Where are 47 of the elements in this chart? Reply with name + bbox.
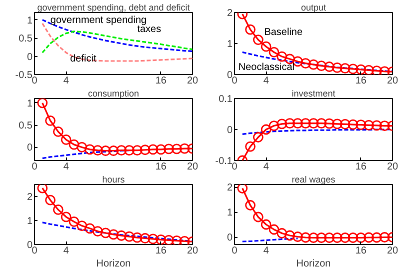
x-tick-label: 20 (386, 246, 398, 256)
x-tick-label: 16 (355, 76, 367, 86)
y-tick-label: -0.1 (215, 156, 233, 167)
y-tick-label: 1 (226, 208, 233, 218)
series-label: government spending (50, 14, 147, 26)
series-label: Baseline (264, 26, 303, 38)
y-tick-label: 0 (226, 125, 233, 136)
chart-title: hours (102, 174, 126, 184)
chart-title: consumption (88, 88, 140, 98)
y-tick-label: -0.5 (15, 70, 33, 81)
y-tick-label: 0 (26, 52, 33, 63)
y-tick-label: 1 (26, 98, 33, 110)
x-tick-label: 4 (263, 162, 270, 172)
y-tick-label: 0.5 (18, 34, 33, 45)
chart-title: output (300, 2, 327, 12)
y-tick-label: 2 (226, 8, 233, 19)
x-tick-label: 20 (386, 162, 398, 172)
y-tick-label: 0.5 (18, 120, 33, 132)
x-tick-label: 16 (155, 246, 167, 256)
series-label: deficit (70, 54, 96, 65)
series-label: Neoclassical (238, 62, 295, 74)
x-tick-label: 16 (355, 246, 367, 256)
y-tick-label: 1 (26, 15, 33, 26)
x-tick-label: 20 (186, 246, 198, 256)
y-tick-label: 1 (26, 216, 33, 227)
x-tick-label: 4 (263, 76, 270, 86)
x-tick-label: 16 (155, 76, 167, 86)
x-tick-label: 20 (186, 76, 198, 86)
y-tick-label: 0 (226, 232, 233, 244)
y-tick-label: 0 (26, 142, 33, 154)
x-tick-label: 20 (386, 76, 398, 86)
y-tick-label: 0.1 (218, 94, 233, 105)
chart-title: real wages (292, 174, 336, 184)
chart-title: investment (292, 88, 336, 98)
x-tick-label: 20 (186, 162, 198, 172)
x-axis-title: Horizon (96, 258, 131, 270)
x-tick-label: 4 (63, 76, 70, 86)
y-tick-label: 2 (26, 192, 33, 203)
x-tick-label: 4 (263, 246, 270, 256)
y-tick-label: 1 (226, 39, 233, 50)
x-tick-label: 16 (155, 162, 167, 172)
x-tick-label: 4 (63, 246, 70, 256)
x-axis-title: Horizon (296, 258, 331, 270)
y-tick-label: 2 (226, 182, 233, 194)
chart-title: government spending, debt and deficit (37, 2, 190, 12)
x-tick-label: 4 (63, 162, 70, 172)
x-tick-label: 16 (355, 162, 367, 172)
